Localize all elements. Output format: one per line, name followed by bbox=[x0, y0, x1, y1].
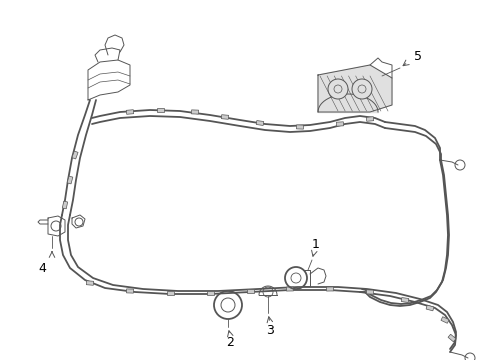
Text: 1: 1 bbox=[312, 238, 320, 251]
Bar bbox=[126, 110, 134, 114]
Bar bbox=[72, 151, 78, 159]
Bar bbox=[256, 121, 264, 126]
Bar bbox=[448, 334, 456, 342]
Circle shape bbox=[352, 79, 372, 99]
Bar bbox=[367, 290, 373, 294]
Text: 3: 3 bbox=[266, 324, 274, 338]
Bar bbox=[441, 317, 449, 323]
Bar bbox=[367, 117, 374, 121]
Bar bbox=[337, 122, 343, 126]
Bar bbox=[296, 125, 304, 129]
Bar bbox=[401, 297, 409, 302]
Bar bbox=[126, 289, 134, 293]
Bar bbox=[62, 201, 68, 209]
Bar bbox=[167, 291, 173, 295]
Bar bbox=[86, 281, 94, 285]
Bar bbox=[426, 305, 434, 311]
Bar bbox=[221, 115, 229, 119]
Bar bbox=[156, 108, 164, 112]
Bar bbox=[287, 287, 294, 291]
Bar bbox=[67, 176, 73, 184]
Bar bbox=[206, 291, 214, 295]
Polygon shape bbox=[318, 65, 392, 112]
Text: 4: 4 bbox=[38, 261, 46, 274]
Text: 2: 2 bbox=[226, 337, 234, 350]
Bar bbox=[326, 287, 334, 291]
Circle shape bbox=[328, 79, 348, 99]
Bar bbox=[192, 110, 198, 114]
Bar bbox=[246, 289, 253, 293]
Text: 5: 5 bbox=[414, 50, 422, 63]
